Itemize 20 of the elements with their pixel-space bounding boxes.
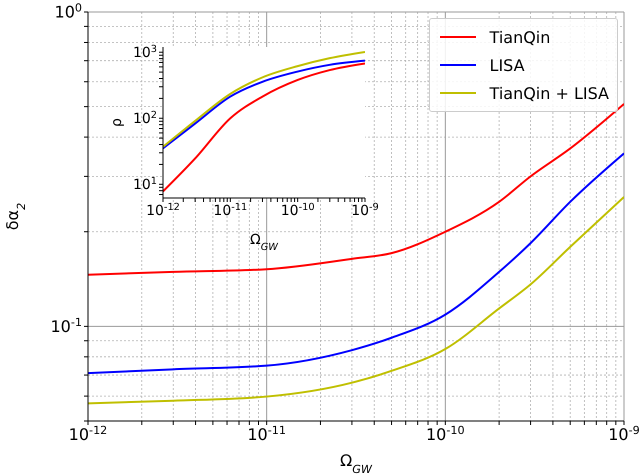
y-tick-label: 10$^{1}$: [132, 176, 157, 194]
x-tick-label: 10$^{-11}$: [213, 202, 248, 220]
y-axis-title: ρ: [109, 118, 125, 127]
x-tick-label: 10$^{-10}$: [280, 202, 315, 220]
x-tick-label: 10$^{-9}$: [351, 202, 379, 220]
y-tick-label: 10$^{2}$: [132, 110, 157, 128]
x-axis-title: Ω$_{GW}$: [340, 451, 373, 474]
line-series: [163, 62, 365, 192]
x-tick-label: 10$^{-11}$: [247, 423, 286, 444]
x-tick-label: 10$^{-10}$: [426, 423, 465, 444]
x-tick-label: 10$^{-12}$: [146, 202, 180, 220]
legend-label: TianQin + LISA: [490, 84, 609, 102]
x-tick-label: 10$^{-12}$: [68, 423, 108, 444]
y-tick-label: 10$^{3}$: [132, 44, 157, 62]
y-tick-label: 10$^{0}$: [54, 1, 82, 22]
x-tick-label: 10$^{-9}$: [608, 423, 640, 444]
x-axis-title: Ω$_{GW}$: [250, 232, 278, 252]
y-tick-label: 10$^{-1}$: [50, 315, 82, 336]
legend-label: TianQin: [490, 28, 550, 46]
legend-label: LISA: [490, 56, 525, 74]
